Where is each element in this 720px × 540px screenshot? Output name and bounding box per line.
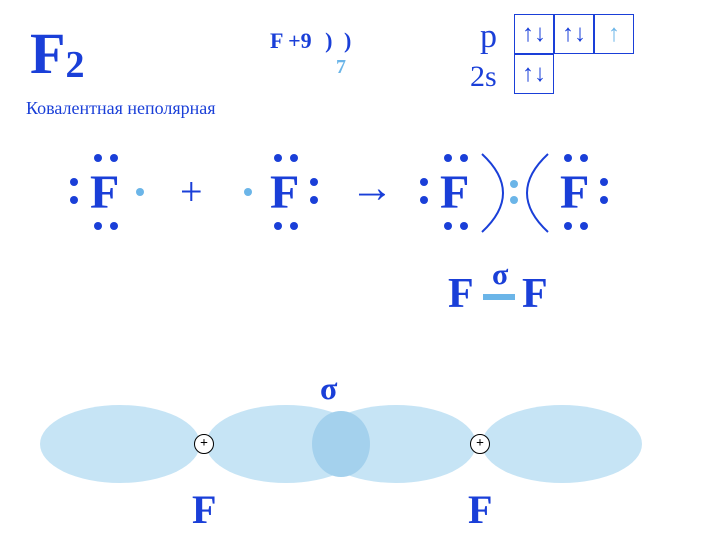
spin-up-icon: ↑	[522, 61, 534, 88]
sigma-overlap-region	[312, 411, 370, 477]
lone-pair-dot	[110, 222, 118, 230]
lone-pair-dot	[70, 178, 78, 186]
spin-up-icon: ↑	[562, 21, 574, 48]
lone-pair-dot	[290, 222, 298, 230]
sigma-atom-label-right: F	[468, 486, 492, 533]
p-orbital-label: p	[480, 18, 497, 56]
shell-arc-2: )	[344, 28, 351, 53]
lone-pair-dot	[420, 178, 428, 186]
lone-pair-dot	[460, 222, 468, 230]
lone-pair-dot	[420, 196, 428, 204]
nucleus-notation: F +9 ) )	[270, 28, 351, 54]
molecule-formula: F2	[30, 20, 84, 87]
lone-pair-dot	[564, 154, 572, 162]
shell-electron-count: 7	[336, 56, 346, 79]
p-orbital-box-1: ↑ ↓	[514, 14, 554, 54]
spin-up-icon: ↑	[608, 21, 620, 48]
lone-pair-dot	[600, 178, 608, 186]
lone-pair-dot	[444, 222, 452, 230]
bond-dash	[483, 294, 515, 300]
lone-pair-dot	[94, 222, 102, 230]
plus-operator: +	[180, 168, 203, 215]
bond-type-label: Ковалентная неполярная	[26, 98, 216, 119]
lone-pair-dot	[274, 154, 282, 162]
s-orbital-box: ↑ ↓	[514, 54, 554, 94]
spin-up-icon: ↑	[522, 21, 534, 48]
electron-overlap-arcs	[470, 148, 560, 238]
lone-pair-dot	[290, 154, 298, 162]
nucleus-right: +	[470, 434, 490, 454]
product-atom-right: F	[560, 165, 589, 220]
lone-pair-dot	[580, 154, 588, 162]
spin-down-icon: ↓	[534, 61, 546, 88]
lone-pair-dot	[444, 154, 452, 162]
lone-pair-dot	[310, 178, 318, 186]
lewis-atom-1: F	[90, 165, 119, 220]
reaction-arrow: →	[350, 162, 394, 213]
bond-notation-right: F	[522, 270, 548, 318]
lewis-atom-2: F	[270, 165, 299, 220]
nucleus-label: F +9	[270, 28, 312, 53]
lone-pair-dot	[274, 222, 282, 230]
sigma-diagram-label: σ	[320, 370, 337, 407]
nucleus-left: +	[194, 434, 214, 454]
lone-pair-dot	[460, 154, 468, 162]
shell-arc-1: )	[325, 28, 332, 53]
s-orbital-label: 2s	[470, 60, 497, 94]
spin-down-icon: ↓	[534, 21, 546, 48]
formula-element: F	[30, 21, 65, 86]
lone-pair-dot	[94, 154, 102, 162]
lone-pair-dot	[600, 196, 608, 204]
unpaired-electron-dot	[136, 188, 144, 196]
p-orbital-lobe	[40, 405, 200, 483]
spin-down-icon: ↓	[574, 21, 586, 48]
lone-pair-dot	[310, 196, 318, 204]
bond-notation-left: F	[448, 270, 474, 318]
lone-pair-dot	[70, 196, 78, 204]
p-orbital-box-3: ↑	[594, 14, 634, 54]
p-orbital-lobe	[482, 405, 642, 483]
nucleus-sign: +	[476, 436, 484, 452]
nucleus-sign: +	[200, 436, 208, 452]
sigma-label: σ	[492, 258, 508, 292]
product-atom-left: F	[440, 165, 469, 220]
sigma-atom-label-left: F	[192, 486, 216, 533]
lone-pair-dot	[564, 222, 572, 230]
lone-pair-dot	[580, 222, 588, 230]
lone-pair-dot	[110, 154, 118, 162]
p-orbital-box-2: ↑ ↓	[554, 14, 594, 54]
unpaired-electron-dot	[244, 188, 252, 196]
formula-subscript: 2	[65, 44, 84, 86]
